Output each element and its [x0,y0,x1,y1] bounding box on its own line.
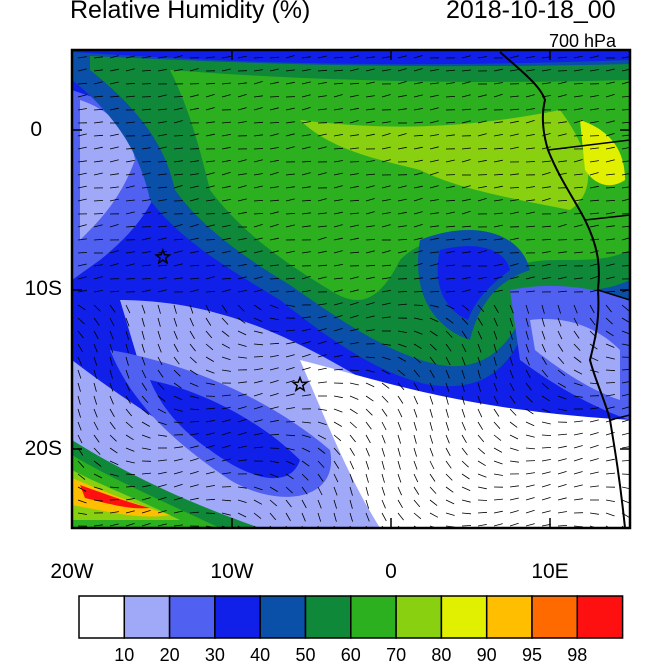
plot-frame [70,48,632,530]
colorbar-swatch-5 [259,595,307,639]
colorbar [78,595,624,639]
pressure-level: 700 hPa [549,31,617,51]
station-markers [154,247,309,393]
colorbar-swatch-3 [168,595,216,639]
axis-ticks [71,50,630,528]
map-title: Relative Humidity (%) [70,0,311,24]
x-tick-10w: 10W [210,560,254,583]
y-tick-10s: 10S [24,277,62,300]
star-marker-2 [291,375,309,393]
colorbar-label-95: 95 [521,645,543,665]
colorbar-swatch-8 [395,595,443,639]
colorbar-label-98: 98 [567,645,588,665]
colorbar-swatch-9 [440,595,488,639]
colorbar-swatch-6 [304,595,352,639]
x-tick-20w: 20W [50,560,94,583]
colorbar-label-80: 80 [431,645,452,665]
colorbar-swatch-12 [576,595,624,639]
colorbar-label-60: 60 [340,645,361,665]
colorbar-swatch-7 [350,595,397,639]
colorbar-swatch-1 [78,595,126,639]
star-marker-1 [154,247,172,265]
colorbar-label-20: 20 [159,645,180,665]
y-tick-0: 0 [30,118,42,141]
colorbar-label-30: 30 [204,645,225,665]
colorbar-label-50: 50 [295,645,316,665]
humidity-field [72,50,630,528]
colorbar-label-40: 40 [250,645,271,665]
y-tick-20s: 20S [24,437,62,460]
colorbar-label-10: 10 [114,645,135,665]
map-datetime: 2018-10-18_00 [446,0,616,24]
x-tick-10e: 10E [531,560,569,583]
colorbar-swatch-4 [214,595,261,639]
colorbar-swatch-11 [531,595,579,639]
x-tick-0: 0 [385,560,397,583]
colorbar-label-70: 70 [386,645,407,665]
colorbar-label-90: 90 [476,645,497,665]
colorbar-swatch-2 [123,595,171,639]
wind-barbs [77,55,630,528]
colorbar-swatch-10 [485,595,533,639]
